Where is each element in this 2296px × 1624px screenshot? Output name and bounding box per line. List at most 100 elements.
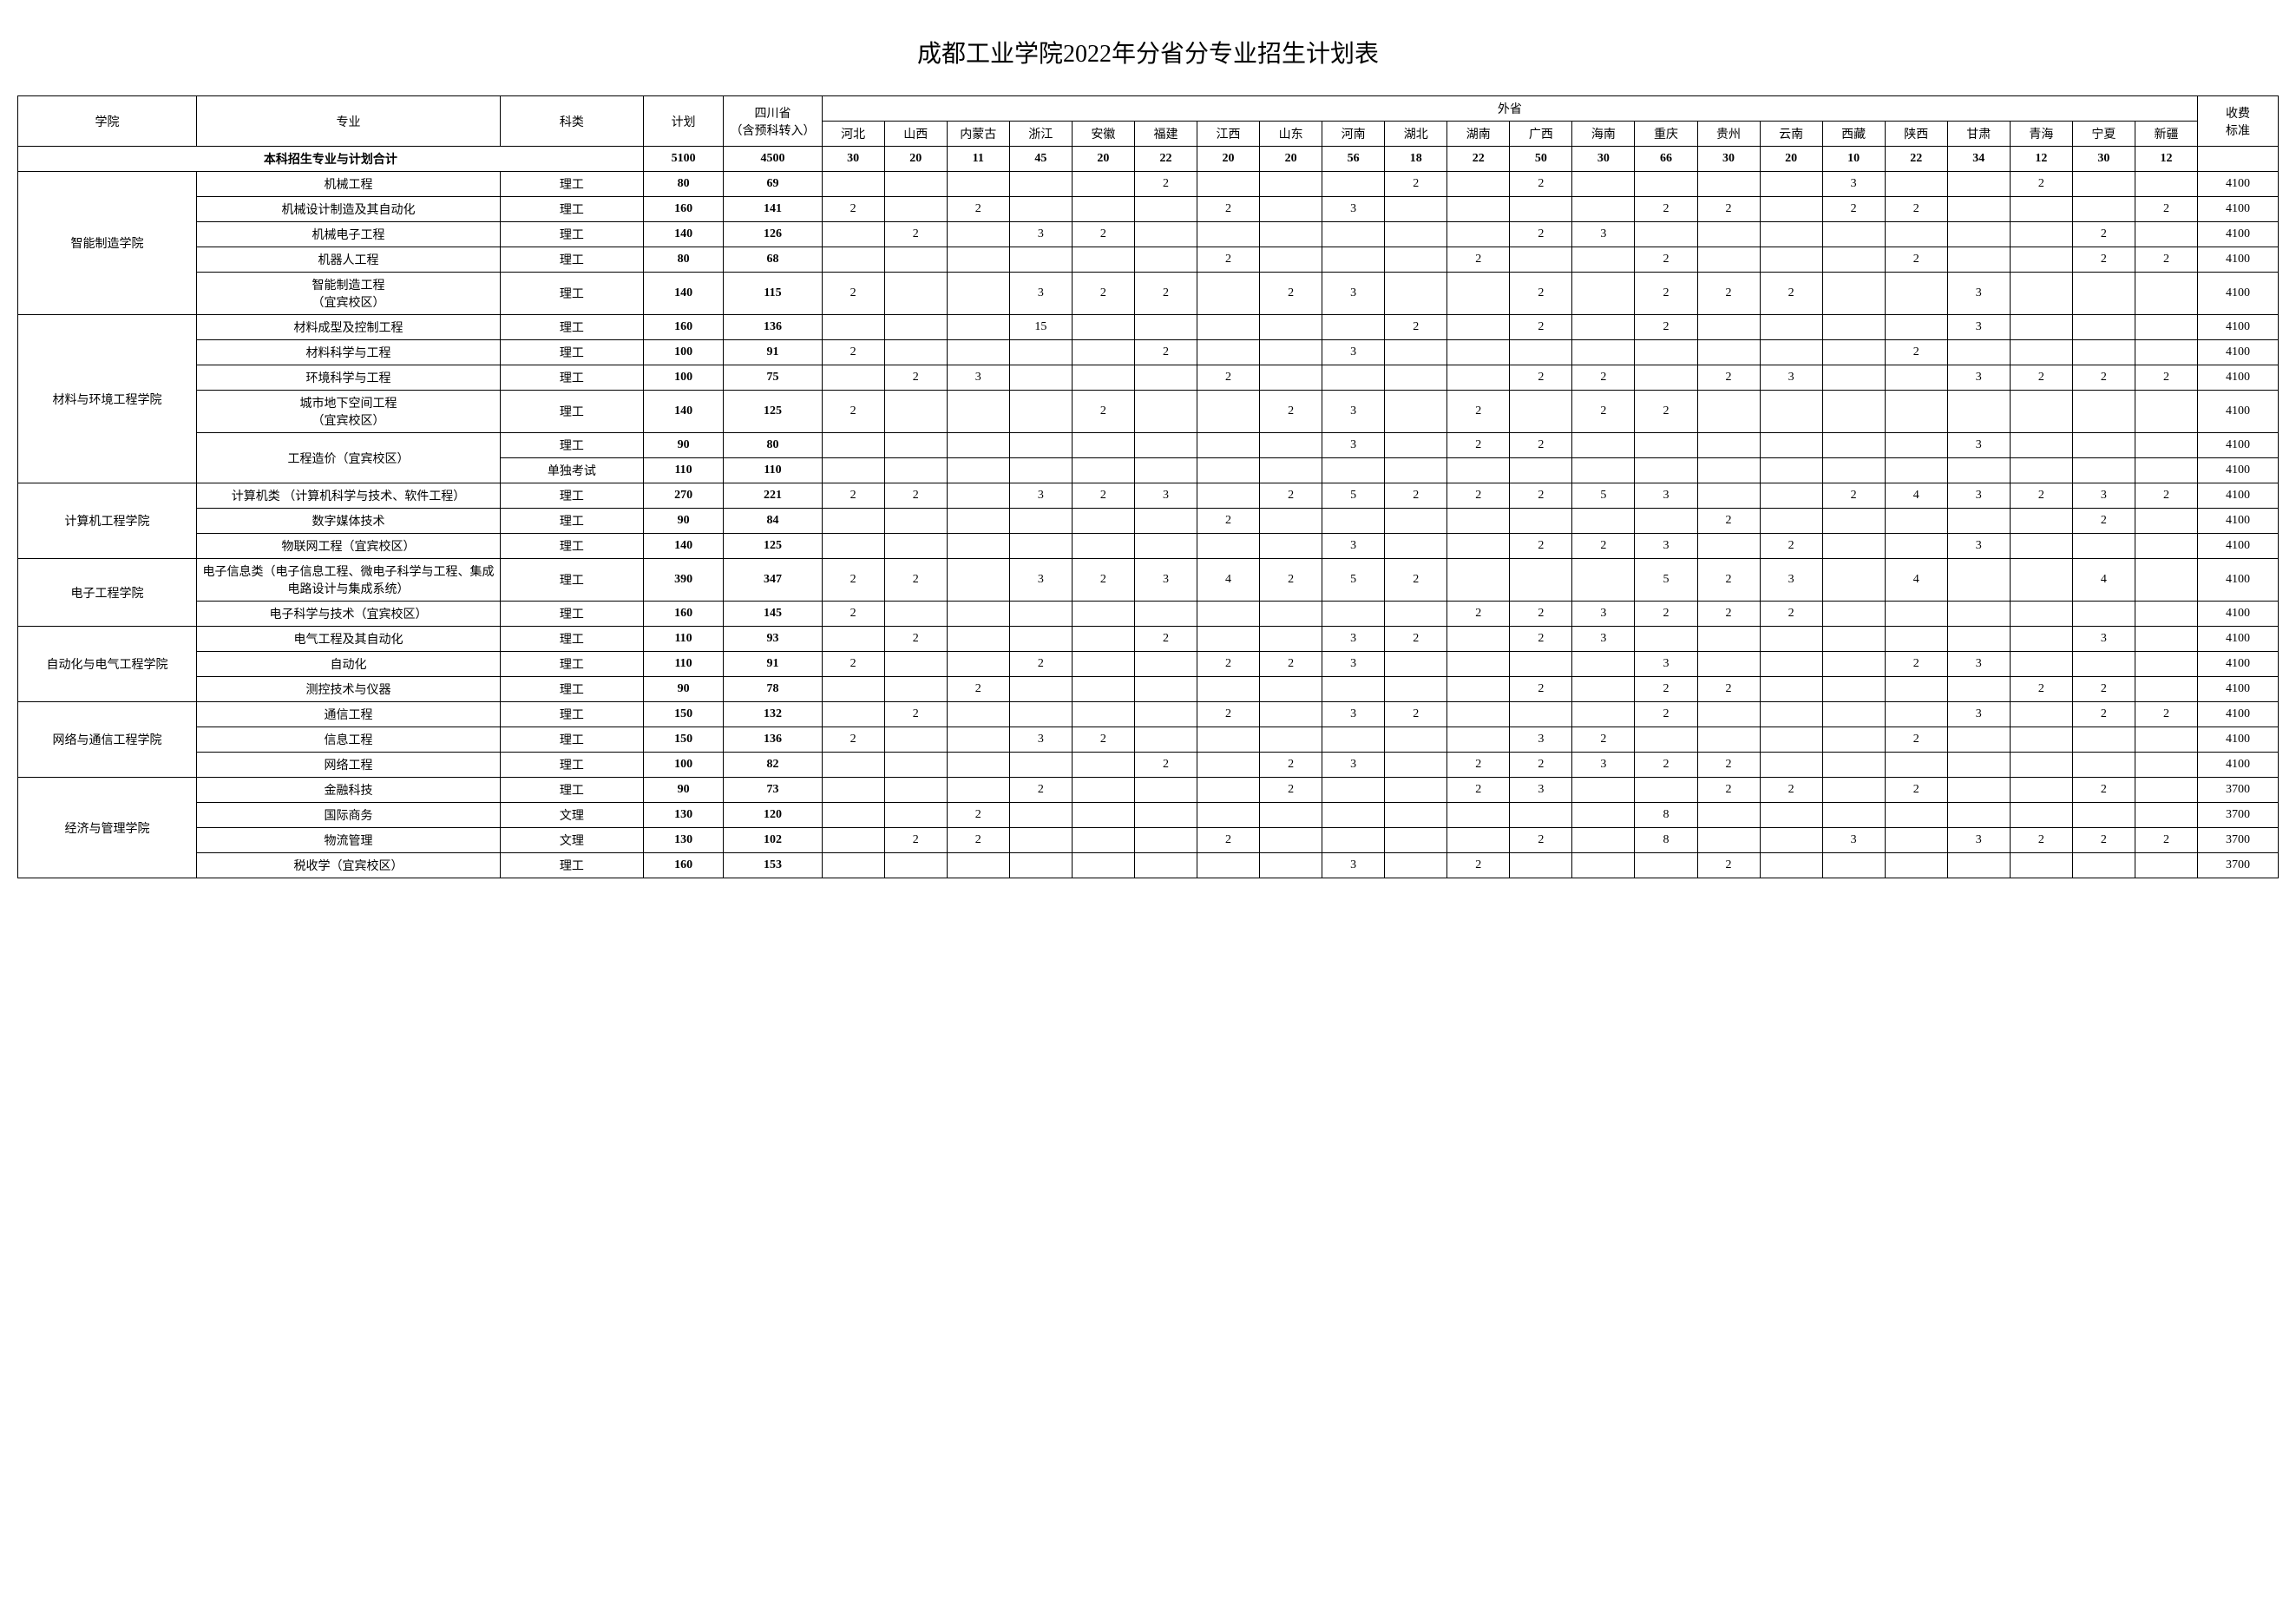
- prov-cell: 2: [1447, 391, 1510, 433]
- major-cell: 机械工程: [196, 172, 500, 197]
- category-cell: 理工: [501, 483, 644, 509]
- prov-cell: 3: [1947, 365, 2010, 391]
- prov-cell: [1822, 853, 1885, 878]
- prov-cell: [1760, 391, 1822, 433]
- prov-cell: [1697, 172, 1760, 197]
- prov-cell: [1697, 458, 1760, 483]
- prov-cell: [1385, 197, 1447, 222]
- prov-cell: 3: [1510, 727, 1572, 753]
- admission-table: 学院 专业 科类 计划 四川省 （含预科转入） 外省 收费 标准 河北山西内蒙古…: [17, 95, 2279, 878]
- prov-cell: [2072, 753, 2135, 778]
- prov-cell: [1322, 247, 1385, 273]
- prov-cell: [1197, 803, 1260, 828]
- prov-cell: [884, 172, 947, 197]
- prov-cell: [1322, 727, 1385, 753]
- prov-cell: [1447, 702, 1510, 727]
- prov-cell: [2010, 803, 2072, 828]
- plan-cell: 160: [643, 315, 724, 340]
- category-cell: 理工: [501, 677, 644, 702]
- table-row: 物联网工程（宜宾校区）理工1401253223234100: [18, 534, 2279, 559]
- prov-cell: 15: [1009, 315, 1072, 340]
- prov-cell: [1572, 803, 1635, 828]
- page-container: 成都工业学院2022年分省分专业招生计划表 学院 专业 科类 计划 四川省 （含…: [17, 35, 2279, 878]
- prov-cell: [2010, 391, 2072, 433]
- prov-cell: [1072, 652, 1134, 677]
- plan-cell: 150: [643, 702, 724, 727]
- prov-cell: 2: [2072, 702, 2135, 727]
- prov-cell: [1447, 273, 1510, 315]
- prov-cell: [1760, 828, 1822, 853]
- prov-cell: [1635, 727, 1697, 753]
- prov-cell: [1322, 778, 1385, 803]
- prov-cell: 2: [1447, 753, 1510, 778]
- prov-cell: 4: [1885, 559, 1947, 602]
- prov-cell: 3: [1572, 222, 1635, 247]
- prov-cell: [884, 602, 947, 627]
- prov-cell: 3: [1822, 172, 1885, 197]
- prov-cell: [1760, 483, 1822, 509]
- header-plan: 计划: [643, 96, 724, 147]
- prov-cell: [2135, 315, 2197, 340]
- sichuan-cell: 91: [724, 340, 822, 365]
- prov-cell: [1260, 315, 1322, 340]
- prov-cell: [2072, 602, 2135, 627]
- prov-cell: [884, 652, 947, 677]
- prov-cell: [1322, 677, 1385, 702]
- prov-cell: [1572, 340, 1635, 365]
- total-sichuan: 4500: [724, 147, 822, 172]
- prov-cell: [884, 315, 947, 340]
- prov-cell: [1009, 433, 1072, 458]
- prov-cell: [1822, 559, 1885, 602]
- prov-cell: 3: [1322, 702, 1385, 727]
- prov-cell: [947, 727, 1009, 753]
- major-cell: 网络工程: [196, 753, 500, 778]
- prov-cell: [1822, 627, 1885, 652]
- prov-cell: 2: [1885, 778, 1947, 803]
- prov-cell: 3: [1822, 828, 1885, 853]
- prov-cell: [822, 315, 884, 340]
- fee-cell: 3700: [2198, 803, 2279, 828]
- prov-cell: [1009, 828, 1072, 853]
- prov-cell: 2: [1697, 197, 1760, 222]
- major-cell: 机械电子工程: [196, 222, 500, 247]
- prov-cell: 2: [2135, 702, 2197, 727]
- prov-cell: [2010, 197, 2072, 222]
- total-prov-cell: 66: [1635, 147, 1697, 172]
- prov-cell: [2072, 458, 2135, 483]
- header-fee: 收费 标准: [2198, 96, 2279, 147]
- prov-cell: 2: [2010, 365, 2072, 391]
- prov-cell: 2: [1697, 365, 1760, 391]
- prov-cell: 4: [1197, 559, 1260, 602]
- prov-cell: 2: [1260, 273, 1322, 315]
- school-cell: 计算机工程学院: [18, 483, 197, 559]
- prov-cell: [1009, 458, 1072, 483]
- prov-cell: [1697, 652, 1760, 677]
- category-cell: 文理: [501, 828, 644, 853]
- prov-cell: [1760, 222, 1822, 247]
- sichuan-cell: 347: [724, 559, 822, 602]
- prov-cell: [1260, 458, 1322, 483]
- major-cell: 机器人工程: [196, 247, 500, 273]
- table-row: 测控技术与仪器理工90782222224100: [18, 677, 2279, 702]
- prov-cell: [884, 853, 947, 878]
- province-header: 湖南: [1447, 122, 1510, 147]
- school-cell: 经济与管理学院: [18, 778, 197, 878]
- prov-cell: [822, 828, 884, 853]
- prov-cell: [1697, 727, 1760, 753]
- prov-cell: 3: [1009, 483, 1072, 509]
- major-cell: 电子科学与技术（宜宾校区）: [196, 602, 500, 627]
- prov-cell: [822, 433, 884, 458]
- prov-cell: 2: [1885, 247, 1947, 273]
- table-row: 网络与通信工程学院通信工程理工150132223223224100: [18, 702, 2279, 727]
- prov-cell: 2: [1134, 273, 1197, 315]
- total-prov-cell: 34: [1947, 147, 2010, 172]
- prov-cell: [1009, 627, 1072, 652]
- prov-cell: [1697, 433, 1760, 458]
- prov-cell: [2072, 172, 2135, 197]
- prov-cell: [1260, 702, 1322, 727]
- prov-cell: [1510, 652, 1572, 677]
- prov-cell: [1885, 222, 1947, 247]
- prov-cell: [1197, 458, 1260, 483]
- prov-cell: [1072, 534, 1134, 559]
- prov-cell: [2135, 853, 2197, 878]
